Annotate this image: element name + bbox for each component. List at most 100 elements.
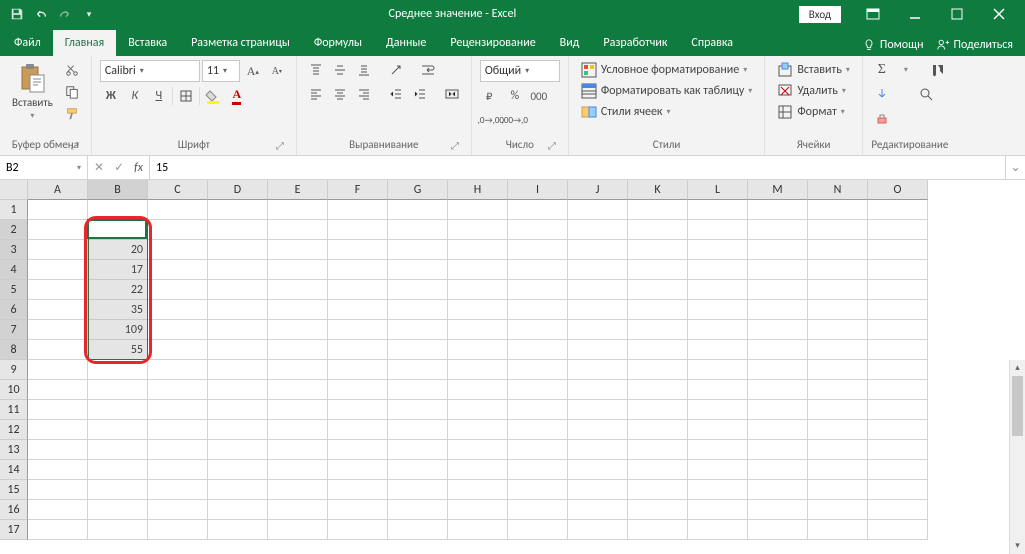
cell[interactable] (448, 460, 508, 480)
cell[interactable] (628, 400, 688, 420)
cell[interactable] (508, 420, 568, 440)
cell[interactable] (748, 420, 808, 440)
minimize-button[interactable] (895, 0, 935, 28)
cell[interactable] (388, 280, 448, 300)
cell[interactable] (448, 360, 508, 380)
cell[interactable] (28, 400, 88, 420)
clear-icon[interactable] (871, 108, 893, 128)
italic-button[interactable]: К (124, 86, 146, 106)
cell[interactable] (208, 320, 268, 340)
cell[interactable]: 109 (88, 320, 148, 340)
cell[interactable] (868, 400, 928, 420)
cell[interactable] (748, 240, 808, 260)
dialog-launcher-icon[interactable]: ⤢ (69, 139, 81, 151)
format-cells-button[interactable]: Формат▾ (773, 102, 854, 122)
cell[interactable] (508, 440, 568, 460)
cell[interactable] (28, 320, 88, 340)
cell[interactable] (268, 280, 328, 300)
cell[interactable] (508, 480, 568, 500)
cell[interactable]: 20 (88, 240, 148, 260)
underline-button[interactable]: Ч (148, 86, 170, 106)
cell[interactable] (808, 380, 868, 400)
cell[interactable] (748, 360, 808, 380)
cell[interactable] (508, 360, 568, 380)
cell[interactable] (148, 420, 208, 440)
cell[interactable]: 17 (88, 260, 148, 280)
cell[interactable] (868, 200, 928, 220)
tab-формулы[interactable]: Формулы (302, 30, 374, 56)
cell[interactable] (748, 440, 808, 460)
row-header[interactable]: 9 (0, 360, 28, 380)
cell[interactable] (148, 380, 208, 400)
cell[interactable] (808, 460, 868, 480)
cell[interactable] (748, 520, 808, 540)
cell[interactable] (688, 420, 748, 440)
cell[interactable] (868, 500, 928, 520)
cell[interactable] (328, 220, 388, 240)
cell[interactable] (688, 240, 748, 260)
cell[interactable] (268, 320, 328, 340)
row-header[interactable]: 7 (0, 320, 28, 340)
cell[interactable] (148, 400, 208, 420)
cell[interactable]: 35 (88, 300, 148, 320)
dialog-launcher-icon[interactable]: ⤢ (449, 139, 461, 151)
cell[interactable] (28, 480, 88, 500)
cell[interactable] (508, 400, 568, 420)
align-middle-icon[interactable] (329, 60, 351, 80)
cell[interactable] (388, 200, 448, 220)
cell[interactable] (88, 480, 148, 500)
cell[interactable] (568, 460, 628, 480)
row-header[interactable]: 11 (0, 400, 28, 420)
tab-справка[interactable]: Справка (679, 30, 745, 56)
format-painter-icon[interactable] (61, 104, 83, 124)
cell[interactable] (328, 460, 388, 480)
cell[interactable] (88, 400, 148, 420)
cell[interactable] (868, 420, 928, 440)
cell[interactable] (208, 280, 268, 300)
cell[interactable] (88, 200, 148, 220)
column-header[interactable]: B (88, 180, 148, 200)
cell[interactable] (208, 200, 268, 220)
cell[interactable] (508, 380, 568, 400)
cell[interactable] (28, 300, 88, 320)
font-size-combo[interactable]: 11▾ (202, 60, 240, 82)
cell[interactable] (28, 520, 88, 540)
cell[interactable] (568, 240, 628, 260)
cell[interactable] (328, 340, 388, 360)
cell[interactable] (868, 380, 928, 400)
cell[interactable] (208, 480, 268, 500)
increase-decimal-icon[interactable]: ,0→,00 (480, 110, 502, 130)
cell[interactable] (688, 500, 748, 520)
cell[interactable] (628, 200, 688, 220)
cell[interactable] (688, 460, 748, 480)
paste-button[interactable]: Вставить ▾ (8, 60, 57, 123)
cell[interactable] (208, 460, 268, 480)
column-header[interactable]: N (808, 180, 868, 200)
cell[interactable] (448, 200, 508, 220)
cell[interactable] (328, 400, 388, 420)
cell[interactable] (808, 220, 868, 240)
cell-styles-button[interactable]: Стили ячеек▾ (577, 102, 757, 122)
merge-icon[interactable] (441, 84, 463, 104)
row-header[interactable]: 10 (0, 380, 28, 400)
cell[interactable] (628, 240, 688, 260)
row-header[interactable]: 5 (0, 280, 28, 300)
cell[interactable] (868, 240, 928, 260)
cell[interactable] (208, 500, 268, 520)
cell[interactable] (568, 400, 628, 420)
cell[interactable] (808, 260, 868, 280)
cell[interactable] (868, 480, 928, 500)
chevron-down-icon[interactable]: ▾ (895, 60, 917, 80)
cell[interactable] (28, 340, 88, 360)
tab-главная[interactable]: Главная (53, 30, 116, 56)
cell[interactable] (868, 440, 928, 460)
cell[interactable] (868, 520, 928, 540)
tab-данные[interactable]: Данные (374, 30, 438, 56)
cell[interactable] (748, 340, 808, 360)
insert-cells-button[interactable]: Вставить▾ (773, 60, 854, 80)
cell[interactable] (148, 240, 208, 260)
cell[interactable] (88, 520, 148, 540)
cell[interactable] (808, 420, 868, 440)
cell[interactable] (388, 340, 448, 360)
cell[interactable] (28, 440, 88, 460)
